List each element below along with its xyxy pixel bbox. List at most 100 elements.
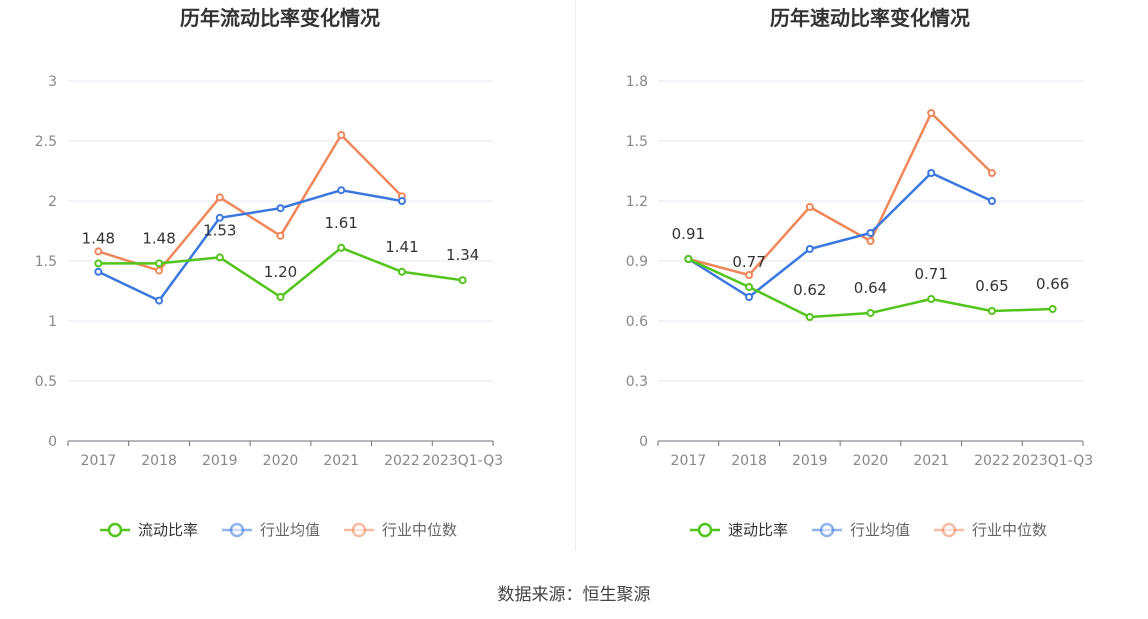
data-label: 1.61: [325, 214, 358, 232]
data-point: [276, 204, 285, 213]
x-tick-label: 2019: [202, 453, 238, 469]
data-point: [337, 186, 346, 195]
data-label: 0.64: [854, 279, 887, 297]
x-tick-label: 2018: [141, 453, 177, 469]
y-tick-label: 3: [48, 74, 57, 90]
data-label: 0.62: [793, 281, 826, 299]
data-label: 1.48: [142, 229, 175, 247]
data-point: [337, 243, 346, 252]
series-line-3: [688, 111, 993, 277]
data-point: [866, 237, 875, 245]
x-tick-label: 2021: [323, 453, 359, 469]
data-label: 0.77: [732, 253, 765, 271]
legend-item-2: 行业均值: [222, 521, 320, 539]
legend-label: 行业均值: [260, 521, 320, 539]
x-tick-label: 2020: [853, 453, 889, 469]
x-tick-label: 2017: [671, 453, 707, 469]
x-tick-label: 2023Q1-Q3: [422, 453, 503, 469]
x-tick-label: 2017: [81, 453, 117, 469]
series-line-2: [97, 188, 403, 302]
legend-label: 行业中位数: [972, 521, 1047, 539]
data-label: 1.41: [385, 238, 418, 256]
data-source-note: 数据来源：恒生聚源: [497, 585, 651, 605]
y-tick-label: 2: [48, 194, 57, 210]
x-tick-label: 2023Q1-Q3: [1012, 453, 1093, 469]
y-tick-label: 1.2: [626, 194, 648, 210]
data-label: 1.53: [203, 221, 236, 239]
data-point: [1048, 305, 1057, 313]
data-point: [155, 296, 164, 305]
data-point: [94, 267, 103, 276]
data-point: [745, 283, 754, 291]
y-tick-label: 0.9: [626, 254, 648, 270]
legend-marker: [819, 522, 835, 538]
chart-2: 历年速动比率变化情况 0 0.3 0.6 0.9 1.2 1.5 1.8 2017 2018 201…: [626, 6, 1093, 539]
data-point: [745, 293, 754, 301]
y-tick-label: 0.3: [626, 374, 648, 390]
legend-marker: [107, 522, 123, 538]
legend-label: 行业中位数: [382, 521, 457, 539]
data-label: 1.20: [264, 263, 297, 281]
data-label: 1.34: [446, 246, 479, 264]
legend-marker: [697, 522, 713, 538]
legend-label: 速动比率: [728, 521, 788, 539]
data-point: [397, 267, 406, 276]
data-label: 0.66: [1036, 275, 1069, 293]
y-tick-label: 0.5: [35, 374, 57, 390]
y-tick-label: 2.5: [35, 134, 57, 150]
data-point: [94, 247, 103, 256]
y-tick-label: 0: [48, 434, 57, 450]
data-point: [866, 309, 875, 317]
y-tick-label: 0.6: [626, 314, 648, 330]
data-point: [397, 197, 406, 205]
data-label: 0.71: [915, 265, 948, 283]
data-point: [987, 307, 996, 315]
data-point: [276, 231, 285, 240]
legend-marker: [351, 522, 367, 538]
data-label: 1.48: [82, 229, 115, 247]
series-line-3: [97, 133, 403, 272]
legend-item-1: 流动比率: [100, 521, 198, 539]
y-tick-label: 1.8: [626, 74, 648, 90]
legend-marker: [941, 522, 957, 538]
data-point: [155, 266, 164, 275]
data-point: [745, 271, 754, 279]
legend-item-3: 行业中位数: [344, 521, 457, 539]
data-point: [805, 313, 814, 321]
data-point: [927, 169, 936, 177]
data-point: [215, 253, 224, 262]
data-label: 0.91: [672, 225, 705, 243]
series-line-2: [687, 171, 993, 299]
data-point: [94, 259, 103, 268]
legend-item-3: 行业中位数: [934, 521, 1047, 539]
data-point: [805, 245, 814, 253]
x-tick-label: 2022: [384, 453, 420, 469]
legend-item-1: 速动比率: [690, 521, 788, 539]
x-tick-label: 2020: [263, 453, 299, 469]
y-tick-label: 0: [639, 434, 648, 450]
x-tick-label: 2019: [792, 453, 828, 469]
x-tick-label: 2018: [731, 453, 767, 469]
y-tick-label: 1.5: [35, 254, 57, 270]
chart-title: 历年速动比率变化情况: [770, 6, 970, 30]
chart-1: 历年流动比率变化情况 0 0.5 1 1.5 2 2.5 3 2017 2018 2019 2020 2…: [35, 6, 503, 539]
data-point: [866, 229, 875, 237]
legend-label: 流动比率: [138, 521, 198, 539]
data-point: [276, 293, 285, 301]
data-point: [215, 213, 224, 222]
y-tick-label: 1.5: [626, 134, 648, 150]
panel-divider: [575, 0, 576, 550]
legend-marker: [229, 522, 245, 538]
data-point: [927, 295, 936, 303]
data-point: [155, 259, 164, 268]
data-point: [684, 255, 693, 263]
data-point: [805, 203, 814, 211]
data-point: [987, 197, 996, 205]
chart-title: 历年流动比率变化情况: [180, 6, 380, 30]
data-point: [215, 193, 224, 202]
data-point: [458, 276, 467, 285]
legend-label: 行业均值: [850, 521, 910, 539]
data-label: 0.65: [975, 277, 1008, 295]
data-point: [337, 131, 346, 139]
